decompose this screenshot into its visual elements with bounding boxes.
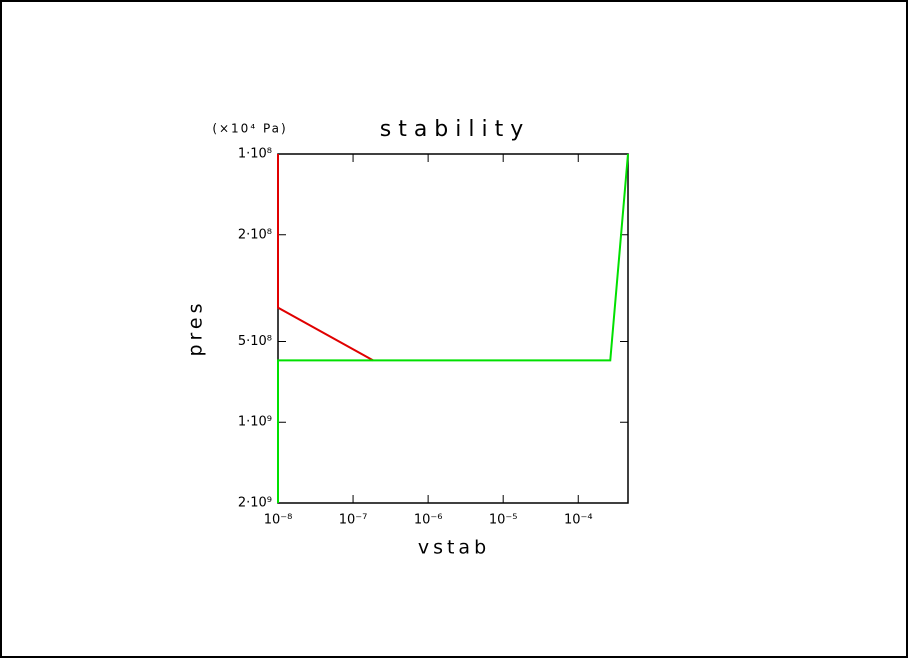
chart-title: stability (380, 117, 531, 142)
plot-frame (277, 153, 629, 504)
x-tick-label: 10⁻⁵ (489, 513, 518, 528)
line-series (277, 154, 374, 362)
y-unit: (×10⁴ Pa) (212, 122, 287, 136)
x-tick-label: 10⁻⁶ (414, 513, 443, 528)
x-tick-label: 10⁻⁸ (264, 513, 293, 528)
x-tick-label: 10⁻⁴ (564, 513, 593, 528)
x-tick-label: 10⁻⁷ (339, 513, 368, 528)
y-tick-label: 1·10⁸ (238, 147, 272, 162)
y-tick-label: 5·10⁸ (238, 334, 272, 349)
y-tick-label: 1·10⁹ (238, 415, 272, 430)
y-axis-label: pres (185, 299, 207, 356)
y-tick-label: 2·10⁸ (238, 227, 272, 242)
y-tick-label: 2·10⁹ (238, 496, 272, 511)
line-series (277, 153, 629, 503)
x-axis-label: vstab (418, 537, 490, 559)
